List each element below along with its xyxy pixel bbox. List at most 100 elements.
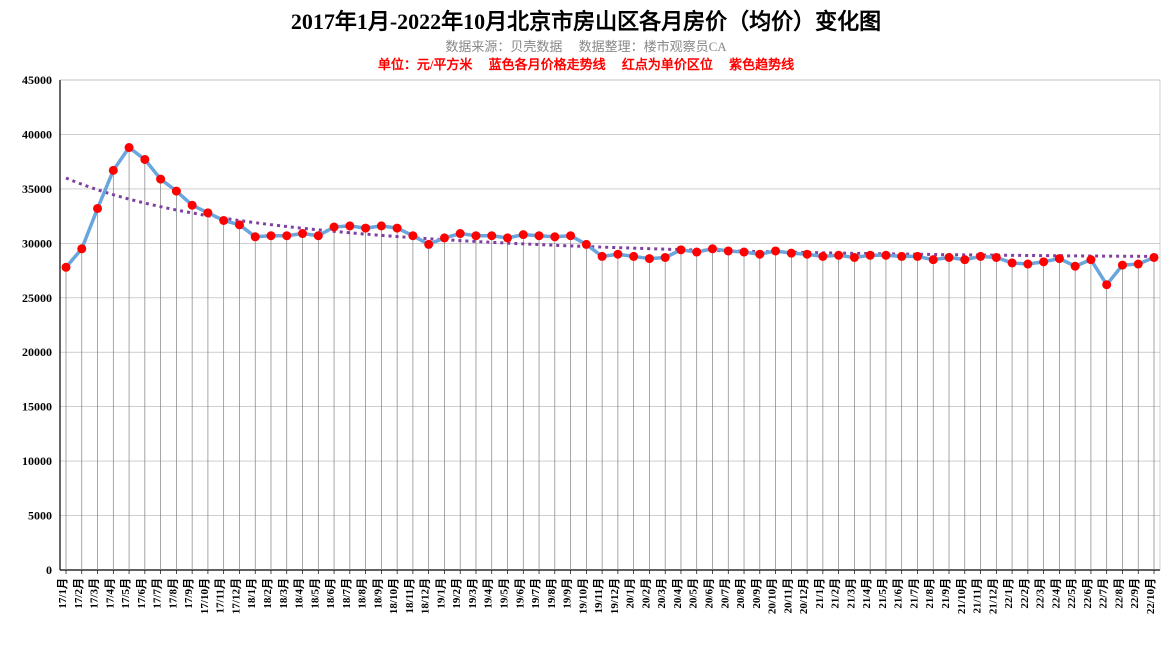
svg-text:17/5月: 17/5月 [119, 578, 132, 609]
svg-text:25000: 25000 [22, 291, 52, 305]
price-point [803, 250, 812, 259]
price-point [140, 155, 149, 164]
svg-text:17/8月: 17/8月 [166, 578, 179, 609]
price-point [645, 254, 654, 263]
price-point [566, 231, 575, 240]
svg-text:35000: 35000 [22, 182, 52, 196]
price-point [787, 249, 796, 258]
svg-text:17/9月: 17/9月 [182, 578, 195, 609]
price-point [408, 231, 417, 240]
svg-text:21/3月: 21/3月 [844, 578, 857, 609]
svg-text:22/1月: 22/1月 [1002, 578, 1015, 609]
svg-text:20/8月: 20/8月 [734, 578, 747, 609]
chart-title: 2017年1月-2022年10月北京市房山区各月房价（均价）变化图 [0, 4, 1172, 36]
svg-text:5000: 5000 [28, 509, 52, 523]
price-point [503, 233, 512, 242]
price-point [550, 232, 559, 241]
svg-text:22/4月: 22/4月 [1049, 578, 1062, 609]
price-point [1102, 280, 1111, 289]
price-point [188, 201, 197, 210]
svg-text:0: 0 [46, 563, 52, 577]
price-point [203, 208, 212, 217]
svg-text:17/12月: 17/12月 [229, 578, 242, 614]
price-point [77, 244, 86, 253]
svg-text:19/8月: 19/8月 [545, 578, 558, 609]
price-point [1134, 260, 1143, 269]
svg-text:19/6月: 19/6月 [513, 578, 526, 609]
svg-text:21/4月: 21/4月 [860, 578, 873, 609]
svg-text:22/10月: 22/10月 [1144, 578, 1157, 614]
svg-text:20/2月: 20/2月 [639, 578, 652, 609]
svg-text:19/4月: 19/4月 [482, 578, 495, 609]
svg-text:17/6月: 17/6月 [135, 578, 148, 609]
price-point [976, 252, 985, 261]
svg-text:17/7月: 17/7月 [151, 578, 164, 609]
svg-text:20/5月: 20/5月 [687, 578, 700, 609]
svg-text:30000: 30000 [22, 236, 52, 250]
price-point [109, 166, 118, 175]
price-point [1150, 253, 1159, 262]
svg-text:21/1月: 21/1月 [813, 578, 826, 609]
svg-text:18/1月: 18/1月 [245, 578, 258, 609]
svg-text:40000: 40000 [22, 127, 52, 141]
chart-svg: 0500010000150002000025000300003500040000… [0, 70, 1172, 649]
price-point [471, 231, 480, 240]
price-point [1055, 254, 1064, 263]
price-point [960, 255, 969, 264]
price-point [266, 231, 275, 240]
price-point [913, 252, 922, 261]
svg-text:18/4月: 18/4月 [293, 578, 306, 609]
svg-text:18/10月: 18/10月 [387, 578, 400, 614]
price-point [172, 187, 181, 196]
svg-text:18/7月: 18/7月 [340, 578, 353, 609]
svg-text:20/11月: 20/11月 [781, 578, 794, 613]
svg-text:18/2月: 18/2月 [261, 578, 274, 609]
price-point [361, 224, 370, 233]
svg-text:21/5月: 21/5月 [876, 578, 889, 609]
svg-text:15000: 15000 [22, 400, 52, 414]
price-point [740, 248, 749, 257]
price-point [125, 143, 134, 152]
price-point [850, 253, 859, 262]
price-point [929, 255, 938, 264]
svg-text:19/12月: 19/12月 [608, 578, 621, 614]
svg-text:45000: 45000 [22, 73, 52, 87]
svg-text:18/9月: 18/9月 [371, 578, 384, 609]
price-point [771, 246, 780, 255]
svg-text:20/10月: 20/10月 [766, 578, 779, 614]
svg-text:22/2月: 22/2月 [1018, 578, 1031, 609]
price-point [1023, 260, 1032, 269]
price-point [945, 253, 954, 262]
price-point [519, 230, 528, 239]
price-point [456, 229, 465, 238]
svg-text:19/10月: 19/10月 [576, 578, 589, 614]
price-point [708, 244, 717, 253]
price-point [219, 216, 228, 225]
svg-text:19/9月: 19/9月 [561, 578, 574, 609]
price-point [251, 232, 260, 241]
price-point [661, 253, 670, 262]
svg-text:17/1月: 17/1月 [56, 578, 69, 609]
price-point [93, 204, 102, 213]
svg-text:19/1月: 19/1月 [434, 578, 447, 609]
svg-text:17/11月: 17/11月 [214, 578, 227, 613]
svg-text:18/5月: 18/5月 [308, 578, 321, 609]
svg-text:20/1月: 20/1月 [624, 578, 637, 609]
price-point [156, 175, 165, 184]
price-point [377, 221, 386, 230]
price-point [629, 252, 638, 261]
svg-text:21/9月: 21/9月 [939, 578, 952, 609]
price-point [330, 223, 339, 232]
svg-text:22/5月: 22/5月 [1065, 578, 1078, 609]
svg-text:19/2月: 19/2月 [450, 578, 463, 609]
price-point [582, 240, 591, 249]
price-point [535, 231, 544, 240]
price-point [598, 252, 607, 261]
svg-text:22/3月: 22/3月 [1034, 578, 1047, 609]
price-point [881, 251, 890, 260]
svg-text:18/3月: 18/3月 [277, 578, 290, 609]
price-point [613, 250, 622, 259]
svg-text:17/4月: 17/4月 [103, 578, 116, 609]
svg-text:19/11月: 19/11月 [592, 578, 605, 613]
svg-text:20/4月: 20/4月 [671, 578, 684, 609]
